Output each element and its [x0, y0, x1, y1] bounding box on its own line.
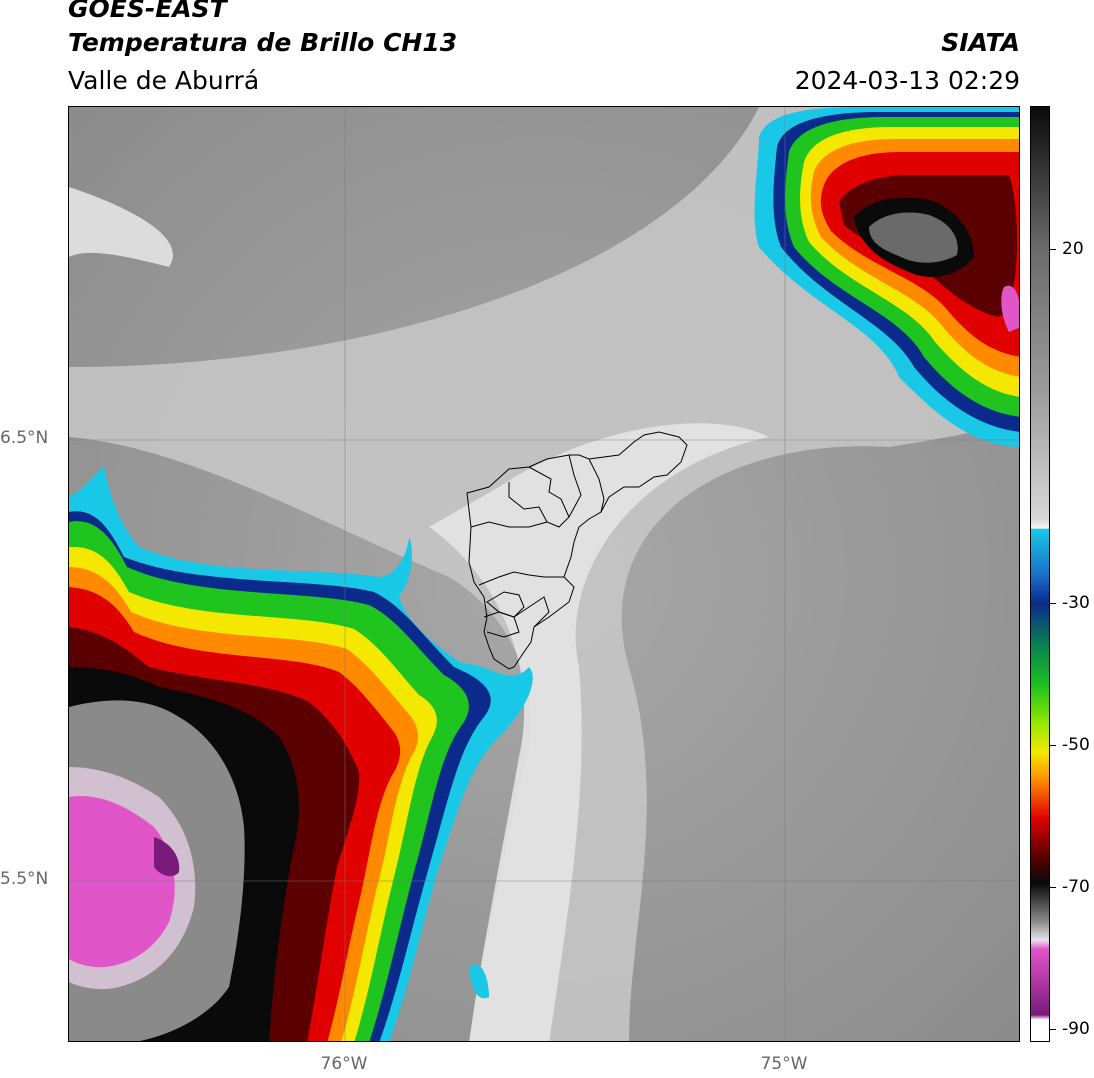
storm-cell-northeast: [754, 107, 1019, 447]
colorbar-label-minus30: -30: [1062, 593, 1090, 613]
colorbar-tick: [1050, 745, 1056, 746]
lat-label-5.5: 5.5°N: [0, 869, 49, 889]
valle-aburra-boundaries: [466, 431, 688, 670]
title-satellite: GOES-EAST: [68, 0, 227, 23]
title-product: Temperatura de Brillo CH13: [68, 28, 458, 57]
colorbar-label-minus50: -50: [1062, 735, 1090, 755]
brightest-cloud-band: [429, 423, 769, 1041]
colorbar-tick: [1050, 1029, 1056, 1030]
timestamp-label: 2024-03-13 02:29: [794, 66, 1020, 95]
satellite-map[interactable]: [68, 106, 1020, 1042]
lat-label-6.5: 6.5°N: [0, 428, 49, 448]
region-label: Valle de Aburrá: [68, 66, 260, 95]
lon-label-75: 75°W: [760, 1054, 808, 1074]
organization-label: SIATA: [941, 28, 1020, 57]
colorbar-label-20: 20: [1062, 239, 1084, 259]
colorbar-svg: [1031, 107, 1049, 1041]
colorbar-tick: [1050, 249, 1056, 250]
map-svg: [69, 107, 1019, 1041]
light-patch: [69, 187, 173, 267]
colorbar-label-minus70: -70: [1062, 877, 1090, 897]
lon-label-76: 76°W: [320, 1054, 368, 1074]
colorbar: [1030, 106, 1050, 1042]
grid-lines: [69, 107, 1019, 1041]
colorbar-tick: [1050, 603, 1056, 604]
colorbar-tick: [1050, 887, 1056, 888]
colorbar-label-minus90: -90: [1062, 1019, 1090, 1039]
